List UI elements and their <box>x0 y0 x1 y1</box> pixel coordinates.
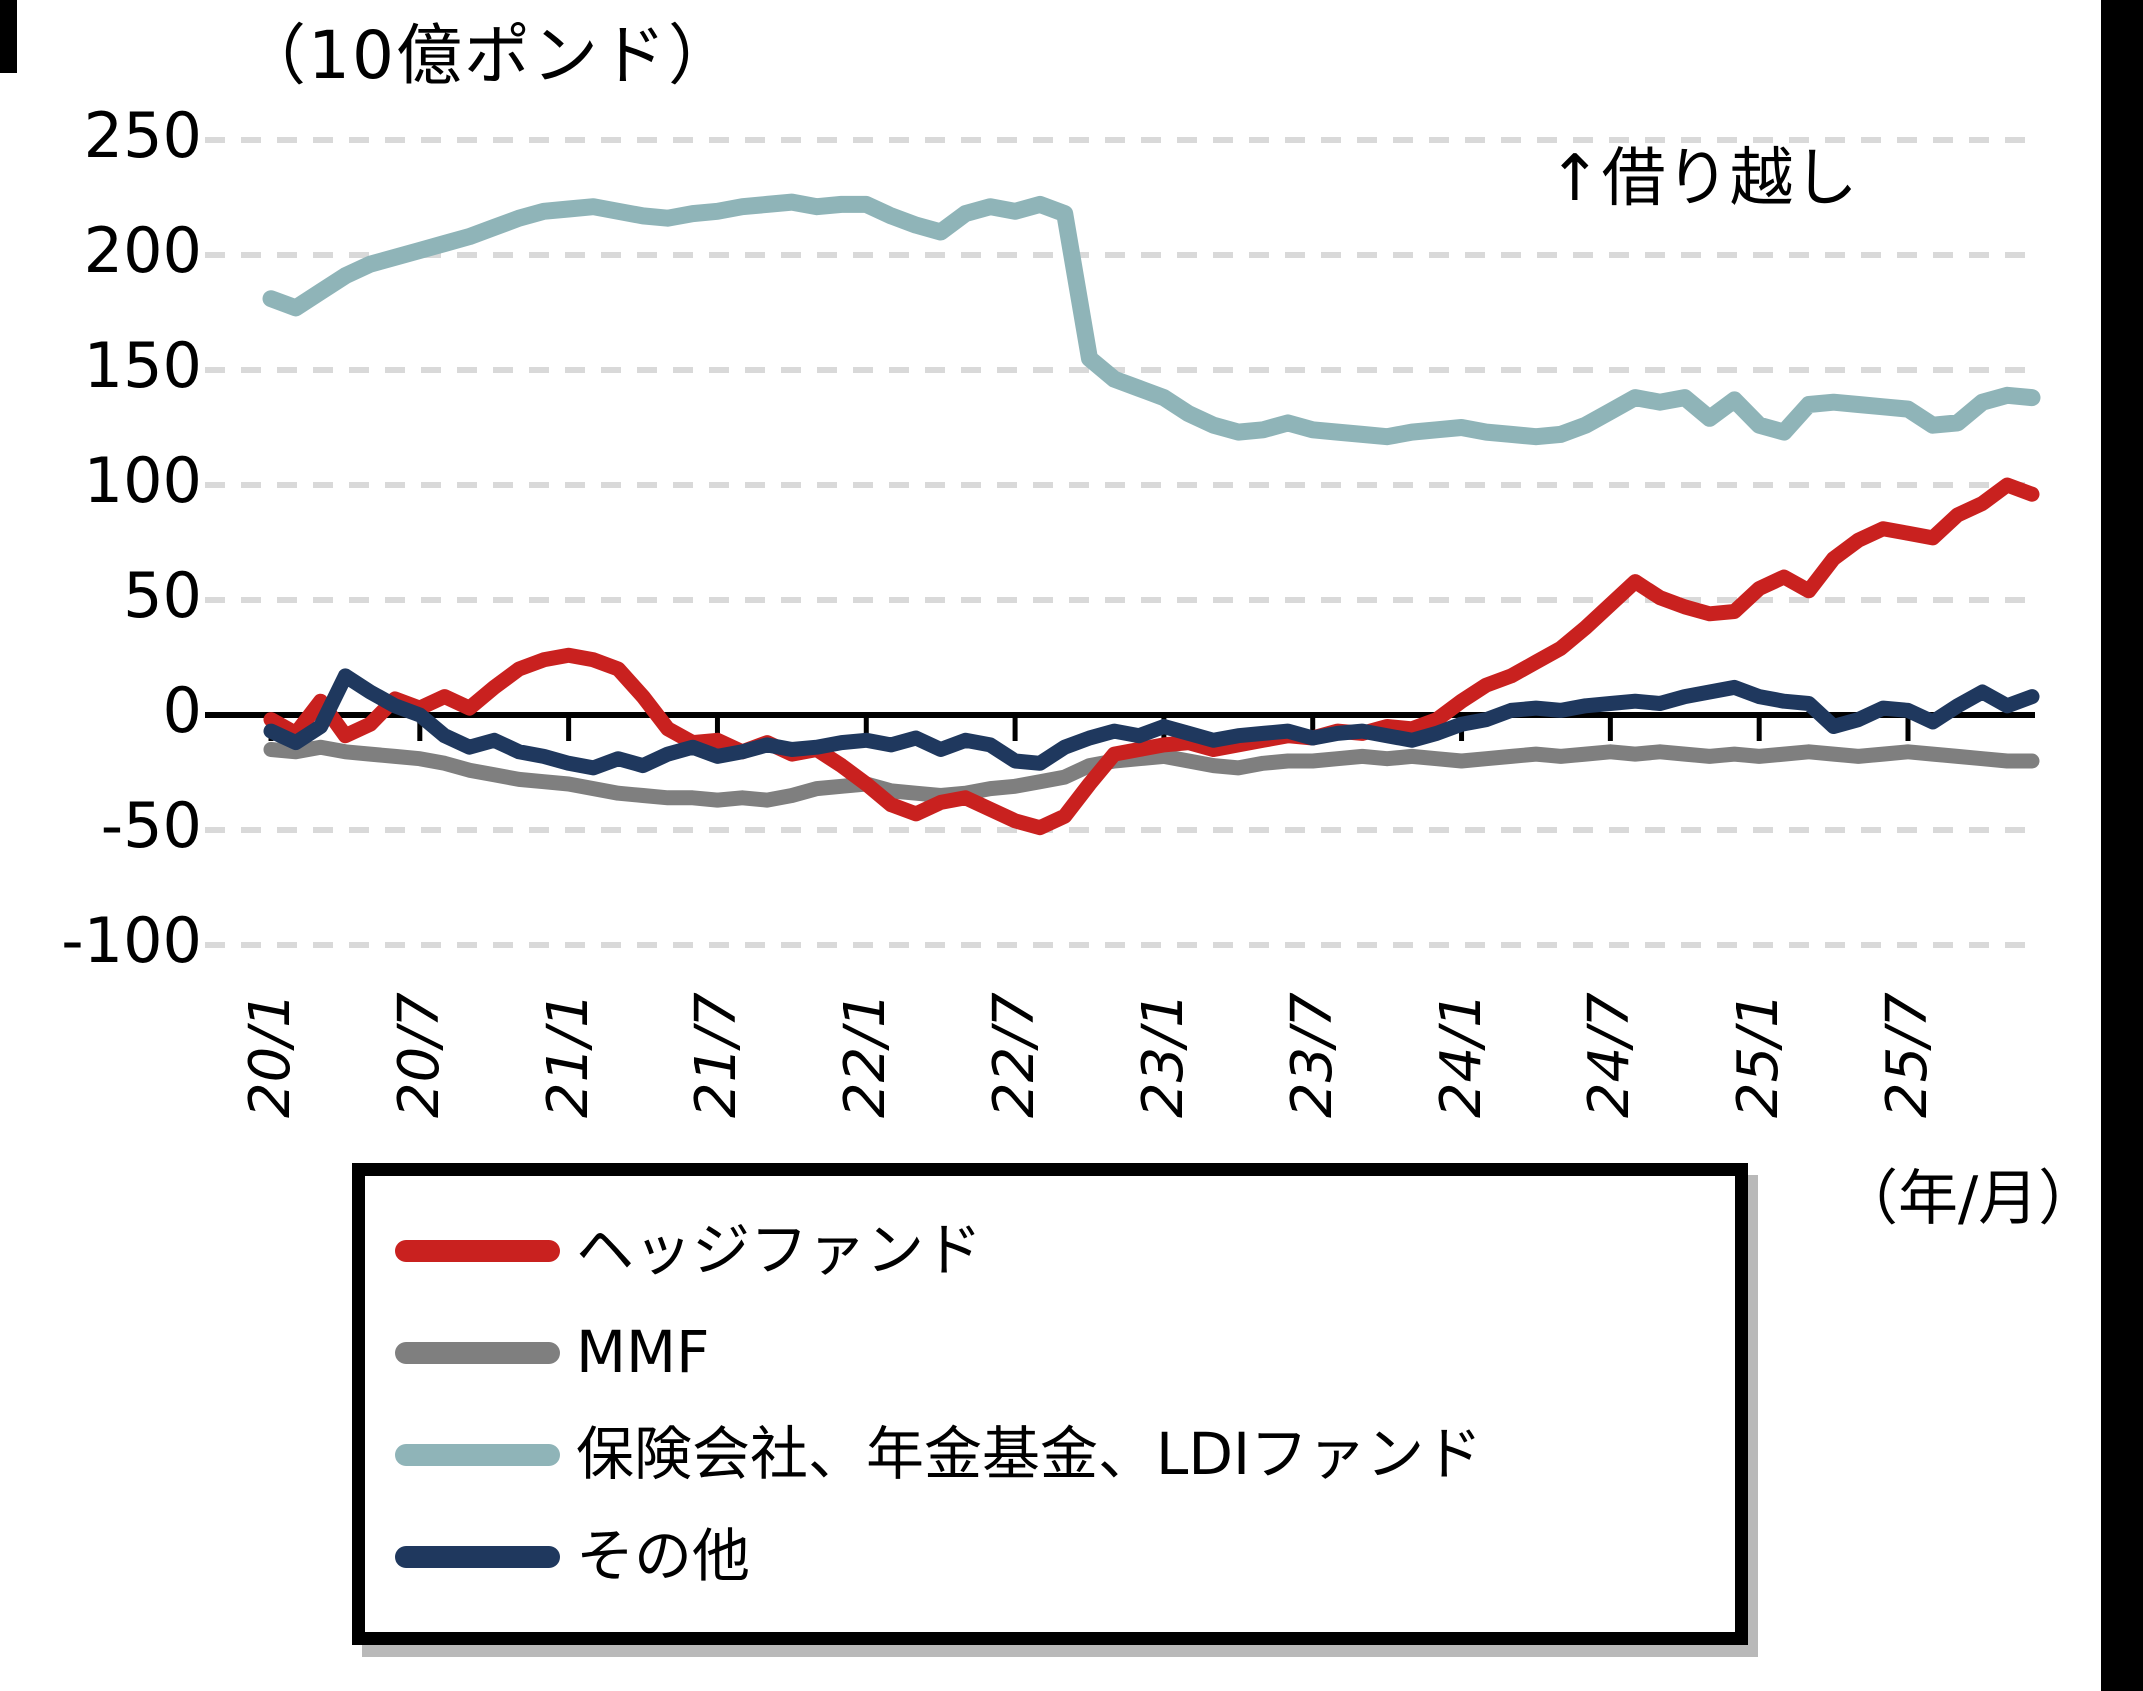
legend-swatch-others <box>395 1545 560 1568</box>
legend-item-hedge-funds: ヘッジファンド <box>395 1216 1725 1285</box>
series-line-mmf <box>263 739 2040 808</box>
series-line-insurance-pension-ldi <box>262 193 2041 446</box>
y-tick-label: 0 <box>162 674 202 747</box>
y-tick-label: -50 <box>100 789 202 862</box>
legend-swatch-mmf <box>395 1341 560 1364</box>
legend-swatch-insurance-pension-ldi <box>395 1443 560 1466</box>
chart-unit-title: （10億ポンド） <box>240 17 736 94</box>
x-tick-label: 24/1 <box>1428 992 1494 1118</box>
x-tick-label: 21/7 <box>684 992 750 1118</box>
borrowing-direction-annotation: ↑借り越し <box>1548 142 1858 216</box>
decorative-right-bar <box>2101 0 2143 1691</box>
y-tick-label: -100 <box>61 904 202 977</box>
x-axis-unit-label: （年/月） <box>1838 1164 2099 1234</box>
legend-item-others: その他 <box>395 1522 1725 1591</box>
x-tick-label: 22/7 <box>982 992 1048 1118</box>
series-line-hedge-funds <box>263 477 2040 836</box>
y-tick-label: 100 <box>83 444 202 517</box>
legend-item-mmf: MMF <box>395 1318 1725 1387</box>
x-tick-label: 20/1 <box>238 992 303 1118</box>
legend-label-insurance-pension-ldi: 保険会社、年金基金、LDIファンド <box>576 1420 1483 1489</box>
y-tick-label: 200 <box>83 214 202 287</box>
series-line-others <box>263 668 2040 776</box>
decorative-corner-bar <box>0 0 17 73</box>
legend-label-mmf: MMF <box>576 1318 710 1387</box>
x-tick-label: 22/1 <box>833 992 899 1118</box>
legend-label-others: その他 <box>576 1522 751 1591</box>
y-tick-label: 250 <box>83 99 202 172</box>
legend-swatch-hedge-funds <box>395 1239 560 1262</box>
x-tick-label: 21/1 <box>535 992 601 1118</box>
y-tick-label: 50 <box>123 559 202 632</box>
x-tick-label: 23/7 <box>1279 992 1345 1118</box>
x-tick-label: 23/1 <box>1130 992 1196 1118</box>
x-tick-label: 24/7 <box>1577 992 1643 1118</box>
x-tick-label: 25/1 <box>1726 992 1792 1118</box>
x-tick-label: 20/7 <box>386 992 452 1118</box>
legend-label-hedge-funds: ヘッジファンド <box>576 1216 983 1285</box>
y-tick-label: 150 <box>83 329 202 402</box>
legend-item-insurance-pension-ldi: 保険会社、年金基金、LDIファンド <box>395 1420 1725 1489</box>
x-tick-label: 25/7 <box>1874 992 1940 1118</box>
legend-box: ヘッジファンド MMF 保険会社、年金基金、LDIファンド その他 <box>352 1163 1748 1645</box>
